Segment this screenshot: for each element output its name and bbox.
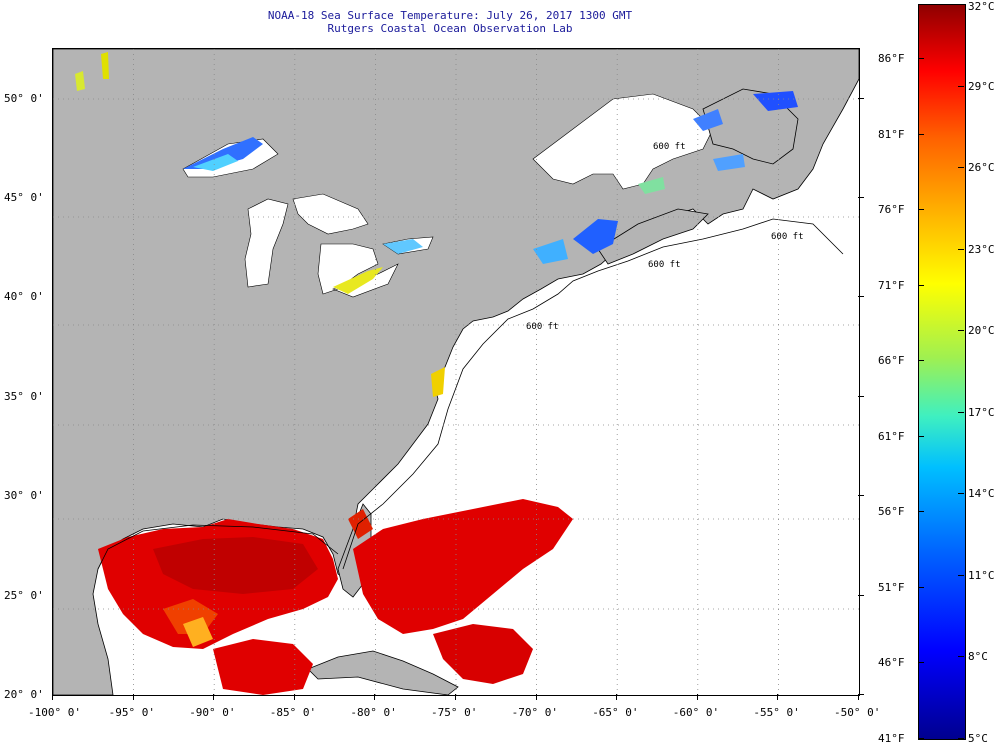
sst-map: 600 ft 600 ft 600 ft 600 ft — [52, 48, 860, 696]
longitude-tick — [455, 694, 456, 700]
colorbar-tick — [958, 330, 964, 332]
colorbar-tick — [918, 209, 924, 211]
colorbar-tick — [958, 493, 964, 495]
longitude-tick — [858, 694, 859, 700]
warm-sst-patches — [98, 499, 573, 695]
latitude-tick — [858, 97, 864, 99]
isobath-label: 600 ft — [526, 322, 559, 332]
isobath-label: 600 ft — [653, 142, 686, 152]
latitude-tick-label: 30° 0' — [4, 489, 44, 503]
longitude-tick — [213, 694, 215, 700]
latitude-tick — [858, 594, 864, 596]
latitude-tick — [858, 296, 864, 298]
longitude-tick — [374, 694, 376, 700]
temperature-colorbar — [918, 4, 966, 740]
longitude-tick-label: -90° 0' — [189, 706, 236, 719]
colorbar-fahrenheit-label: 86°F — [878, 52, 905, 66]
latitude-tick — [858, 197, 864, 199]
longitude-tick-label: -95° 0' — [108, 706, 155, 719]
colorbar-tick — [958, 411, 964, 413]
longitude-tick-label: -55° 0' — [753, 706, 800, 719]
colorbar-celsius-label: 5°C — [968, 732, 988, 745]
colorbar-fahrenheit-label: 51°F — [878, 580, 905, 594]
colorbar-celsius-label: 20°C — [968, 324, 995, 338]
colorbar-celsius-label: 14°C — [968, 487, 995, 501]
colorbar-tick — [958, 656, 964, 658]
latitude-tick — [858, 395, 864, 397]
latitude-tick-label: 35° 0' — [4, 389, 44, 403]
colorbar-tick — [918, 284, 924, 286]
colorbar-tick — [958, 574, 964, 576]
latitude-tick — [858, 495, 864, 497]
longitude-tick — [535, 694, 537, 700]
latitude-tick-label: 20° 0' — [4, 688, 44, 701]
colorbar-celsius-label: 8°C — [968, 650, 988, 664]
colorbar-celsius-label: 17°C — [968, 405, 995, 419]
colorbar-fahrenheit-label: 46°F — [878, 656, 905, 670]
colorbar-tick — [918, 435, 924, 437]
colorbar-celsius-label: 11°C — [968, 568, 995, 582]
colorbar-tick — [958, 248, 964, 250]
nova-scotia — [597, 208, 709, 265]
colorbar-tick — [918, 662, 924, 664]
latitude-tick-label: 50° 0' — [4, 91, 44, 105]
colorbar-fahrenheit-label: 76°F — [878, 203, 905, 217]
longitude-tick-label: -75° 0' — [431, 706, 478, 719]
colorbar-fahrenheit-label: 56°F — [878, 505, 905, 519]
colorbar-celsius-label: 32°C — [968, 0, 995, 13]
colorbar-celsius-label: 23°C — [968, 242, 995, 256]
colorbar-fahrenheit-label: 41°F — [878, 732, 905, 745]
longitude-tick-label: -70° 0' — [511, 706, 558, 719]
cold-sst-patches — [183, 91, 798, 264]
latitude-tick — [858, 694, 864, 695]
colorbar-tick — [918, 133, 924, 135]
colorbar-tick — [958, 85, 964, 87]
longitude-tick-label: -100° 0' — [28, 706, 81, 719]
colorbar-fahrenheit-label: 71°F — [878, 278, 905, 292]
colorbar-tick — [918, 738, 924, 739]
colorbar-celsius-label: 26°C — [968, 161, 995, 175]
latitude-tick-label: 40° 0' — [4, 290, 44, 304]
longitude-tick — [132, 694, 134, 700]
colorbar-tick — [958, 4, 964, 5]
colorbar-tick — [958, 738, 964, 739]
colorbar-fahrenheit-label: 66°F — [878, 354, 905, 368]
colorbar-tick — [918, 586, 924, 588]
longitude-tick — [52, 694, 53, 700]
great-lakes — [182, 138, 434, 298]
chart-subtitle: Rutgers Coastal Ocean Observation Lab — [327, 22, 573, 35]
longitude-tick — [616, 694, 618, 700]
longitude-tick-label: -65° 0' — [592, 706, 639, 719]
chart-title: NOAA-18 Sea Surface Temperature: July 26… — [267, 9, 633, 22]
colorbar-tick — [918, 360, 924, 362]
latitude-tick-label: 25° 0' — [4, 588, 44, 602]
longitude-tick — [293, 694, 295, 700]
colorbar-fahrenheit-label: 81°F — [878, 127, 905, 141]
longitude-tick — [696, 694, 698, 700]
colorbar-tick — [918, 511, 924, 513]
isobath-label: 600 ft — [648, 260, 681, 270]
colorbar-celsius-label: 29°C — [968, 79, 995, 93]
longitude-tick — [777, 694, 779, 700]
gulf-of-st-lawrence — [532, 93, 714, 190]
mild-sst-patches — [75, 52, 445, 397]
isobath-600ft — [342, 218, 844, 570]
latitude-tick-label: 45° 0' — [4, 191, 44, 205]
longitude-tick-label: -60° 0' — [672, 706, 720, 719]
colorbar-tick — [958, 167, 964, 169]
colorbar-tick — [918, 58, 924, 60]
isobath-gulf — [97, 524, 339, 570]
map-canvas: 600 ft 600 ft 600 ft 600 ft — [53, 49, 859, 695]
cuba — [307, 650, 459, 695]
longitude-tick-label: -80° 0' — [350, 706, 397, 719]
longitude-tick-label: -50° 0' — [834, 706, 881, 719]
longitude-tick-label: -85° 0' — [269, 706, 317, 719]
colorbar-fahrenheit-label: 61°F — [878, 429, 905, 443]
isobath-label: 600 ft — [771, 232, 804, 242]
